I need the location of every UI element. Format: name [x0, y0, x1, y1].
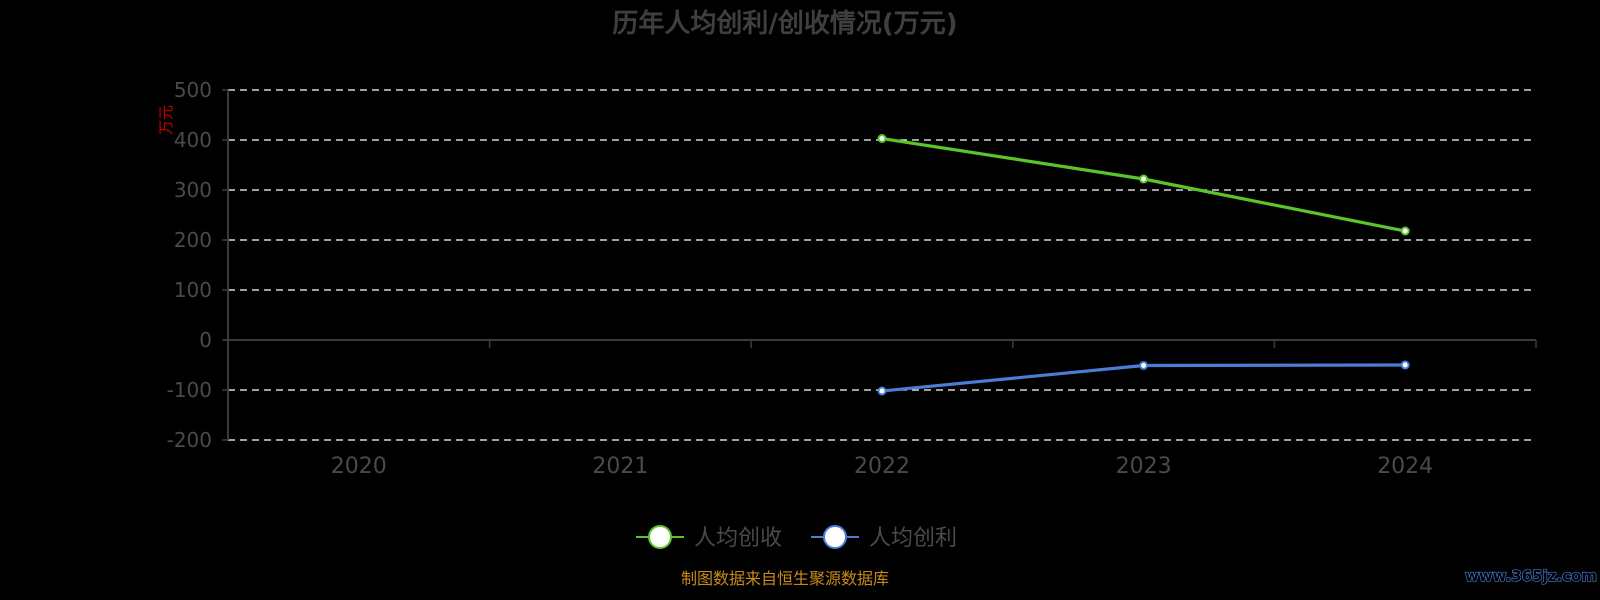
y-tick-label: 300 — [174, 178, 212, 202]
x-tick-label: 2024 — [1377, 454, 1433, 479]
y-tick-label: 0 — [199, 328, 212, 352]
data-source-note: 制图数据来自恒生聚源数据库 — [681, 569, 889, 588]
series-2 — [877, 360, 1410, 396]
legend[interactable]: 人均创收 人均创利 — [636, 525, 957, 551]
y-tick-label: -100 — [167, 378, 212, 402]
legend-label: 人均创利 — [869, 526, 957, 551]
x-tick-label: 2022 — [854, 454, 910, 479]
axes — [222, 89, 1537, 441]
data-point[interactable] — [877, 134, 887, 143]
x-tick-label: 2020 — [331, 454, 387, 479]
legend-marker — [648, 525, 672, 549]
y-axis-unit-label: 万元 — [157, 105, 175, 135]
data-point[interactable] — [1400, 226, 1410, 236]
y-axis-ticks: 500 400 300 200 100 0 -100 -200 — [167, 78, 212, 452]
legend-item[interactable]: 人均创利 — [811, 525, 957, 551]
y-tick-label: 200 — [174, 228, 212, 252]
y-tick-label: -200 — [167, 428, 212, 452]
y-tick-label: 400 — [174, 128, 212, 152]
data-point[interactable] — [877, 386, 887, 396]
legend-label: 人均创收 — [694, 526, 782, 551]
series-1 — [877, 134, 1410, 236]
watermark: www.365jz.com — [1465, 567, 1597, 585]
x-tick-label: 2023 — [1116, 454, 1172, 479]
data-point[interactable] — [1139, 174, 1149, 184]
data-point[interactable] — [1139, 361, 1149, 370]
x-axis-ticks: 2020 2021 2022 2023 2024 — [331, 454, 1433, 479]
y-tick-label: 100 — [174, 278, 212, 302]
y-tick-label: 500 — [174, 78, 212, 102]
series-line — [881, 136, 1406, 233]
data-point[interactable] — [1400, 360, 1410, 370]
series-lines — [877, 134, 1410, 396]
legend-item[interactable]: 人均创收 — [636, 525, 782, 551]
chart-title: 历年人均创利/创收情况(万元) — [612, 8, 957, 39]
x-tick-label: 2021 — [592, 454, 648, 479]
legend-marker — [823, 525, 847, 549]
